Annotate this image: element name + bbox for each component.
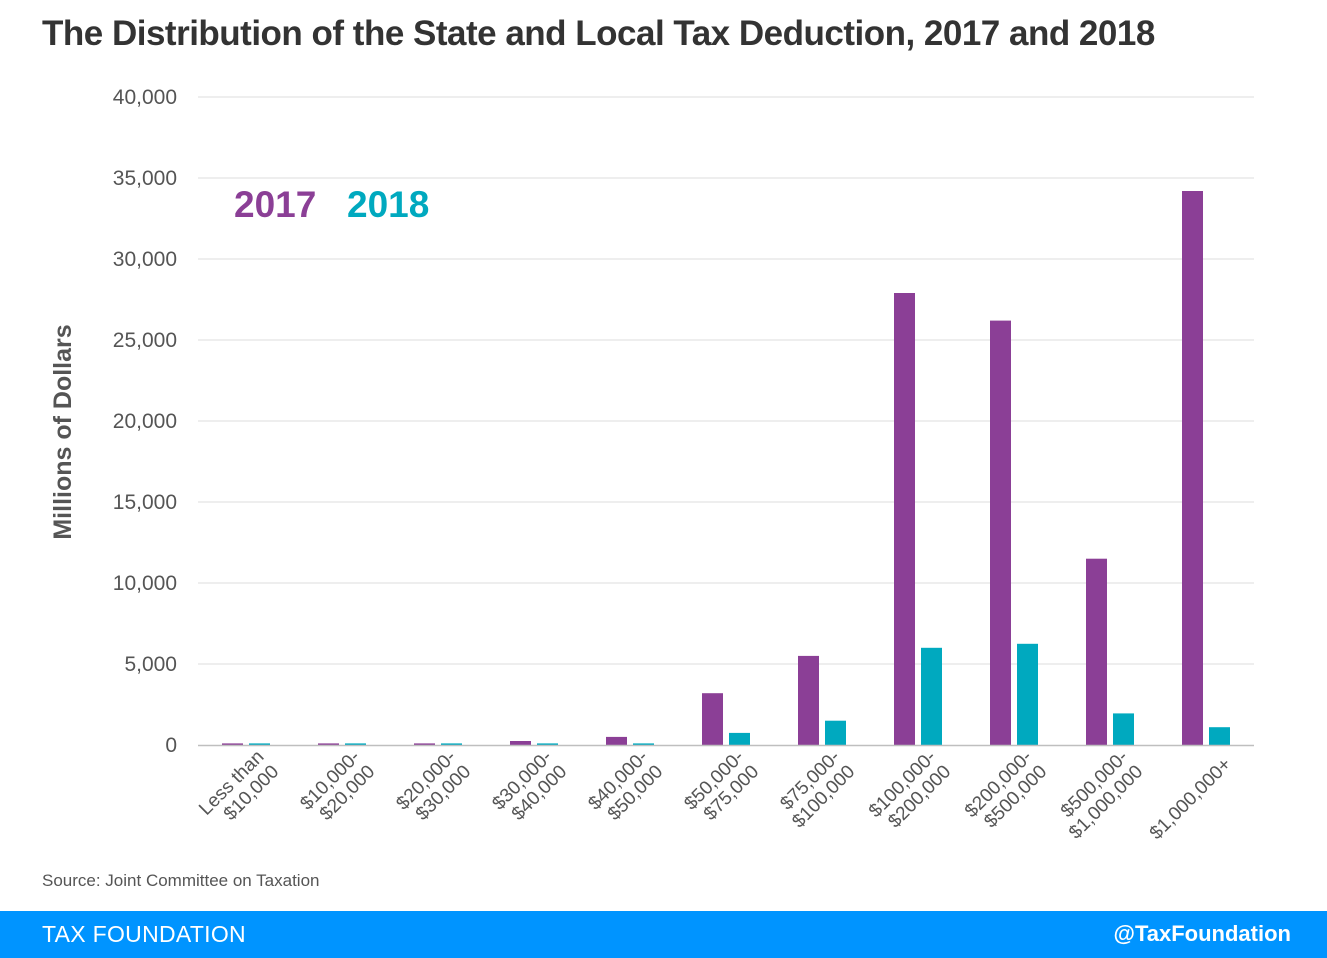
x-tick-label: $10,000-$20,000	[296, 747, 379, 830]
footer-bar: TAX FOUNDATION @TaxFoundation	[0, 911, 1327, 958]
bar-2018	[1209, 727, 1230, 745]
y-tick-label: 15,000	[113, 491, 177, 514]
bar-2018	[729, 732, 750, 745]
bar-2017	[1086, 558, 1107, 745]
grid-lines	[198, 96, 1254, 665]
y-tick-label: 10,000	[113, 572, 177, 595]
bar-2018	[537, 743, 558, 745]
bar-2018	[633, 743, 654, 745]
x-tick-label: $75,000-$100,000	[773, 747, 859, 833]
bar-2018	[921, 647, 942, 745]
bar-2018	[441, 743, 462, 745]
bar-2017	[606, 736, 627, 745]
chart-title: The Distribution of the State and Local …	[42, 14, 1155, 53]
bar-2017	[222, 743, 243, 745]
x-tick-label: $40,000-$50,000	[584, 747, 667, 830]
x-tick-label: Less than$10,000	[195, 747, 283, 835]
x-tick-label: $30,000-$40,000	[488, 747, 571, 830]
x-tick-label: $500,000-$1,000,000	[1050, 747, 1147, 844]
x-tick-label: $1,000,000+	[1146, 754, 1236, 844]
x-axis-tick-labels: Less than$10,000 $10,000-$20,000 $20,000-$…	[195, 747, 1236, 844]
bar-2017	[990, 320, 1011, 745]
y-tick-label: 40,000	[113, 86, 177, 109]
y-tick-label: 25,000	[113, 329, 177, 352]
bar-2018	[249, 743, 270, 745]
x-tick-label: $200,000-$500,000	[961, 747, 1051, 837]
bar-2017	[414, 743, 435, 745]
y-tick-label: 5,000	[124, 653, 177, 676]
legend-item-2018: 2018	[347, 184, 429, 225]
legend-item-2017: 2017	[234, 184, 316, 225]
bar-2018	[1017, 643, 1038, 746]
y-axis-label: Millions of Dollars	[49, 324, 77, 539]
footer-brand: TAX FOUNDATION	[42, 921, 246, 947]
x-tick-label: $20,000-$30,000	[392, 747, 475, 830]
x-tick-label: $100,000-$200,000	[865, 747, 955, 837]
bar-2017	[894, 293, 915, 745]
y-tick-label: 30,000	[113, 248, 177, 271]
footer-handle[interactable]: @TaxFoundation	[1113, 921, 1291, 946]
source-note: Source: Joint Committee on Taxation	[42, 871, 320, 890]
bar-2018	[1113, 713, 1134, 745]
bar-2018	[345, 743, 366, 745]
y-tick-label: 0	[165, 734, 177, 757]
y-tick-label: 20,000	[113, 410, 177, 433]
bar-2017	[798, 655, 819, 745]
bar-2017	[702, 693, 723, 745]
y-tick-label: 35,000	[113, 167, 177, 190]
y-axis-tick-labels: 0 5,000 10,000 15,000 20,000 25,000 30,000 35,0…	[113, 86, 177, 757]
x-tick-label: $50,000-$75,000	[680, 747, 763, 830]
bar-2017	[318, 743, 339, 745]
bars	[222, 191, 1230, 746]
legend: 2017 2018	[234, 184, 429, 225]
bar-2018	[825, 720, 846, 745]
bar-2017	[510, 741, 531, 745]
bar-2017	[1182, 191, 1203, 745]
